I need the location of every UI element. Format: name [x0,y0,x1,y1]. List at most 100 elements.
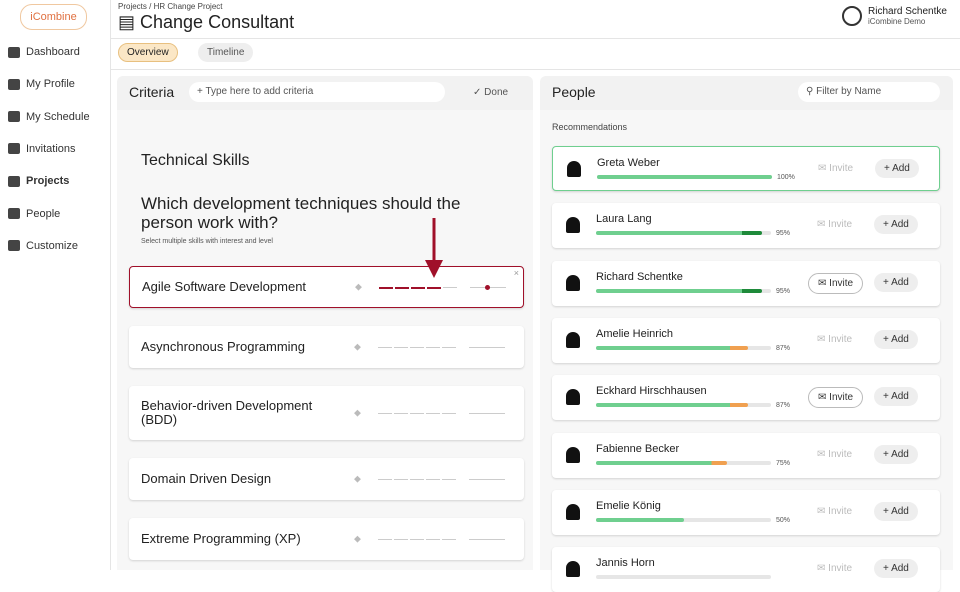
invite-button[interactable]: ✉ Invite [817,219,853,231]
skill-name: Behavior-driven Development (BDD) [141,398,313,427]
person-card[interactable]: Amelie Heinrich 87% ✉ Invite + Add [552,317,940,363]
divider [110,38,960,39]
level-segment[interactable] [411,287,425,289]
level-segment[interactable] [442,479,456,480]
add-button[interactable]: + Add [875,159,919,178]
skill-card[interactable]: Agile Software Development ◆ × [129,266,524,308]
level-segment[interactable] [426,413,440,414]
level-segment[interactable] [443,287,457,288]
match-bar [596,575,771,580]
person-card[interactable]: Emelie König 50% ✉ Invite + Add [552,489,940,535]
invite-button[interactable]: ✉ Invite [817,448,853,460]
filter-input[interactable]: ⚲ Filter by Name [798,82,940,102]
invite-label: Invite [829,277,854,289]
nav-item[interactable]: My Schedule [8,111,90,123]
match-label: 95% [776,287,791,295]
criteria-input[interactable]: + Type here to add criteria [189,82,445,102]
nav-icon [8,208,20,219]
level-segment[interactable] [378,539,392,540]
skill-name: Extreme Programming (XP) [141,531,301,546]
nav-item[interactable]: People [8,208,60,220]
match-bar [597,175,772,179]
invite-button[interactable]: ✉ Invite [808,387,864,409]
tab[interactable]: Timeline [198,43,254,62]
level-segment[interactable] [394,479,408,480]
invite-button[interactable]: ✉ Invite [817,505,853,517]
crumb[interactable]: HR Change Project [153,2,223,11]
skill-card[interactable]: Extreme Programming (XP) ◆ [129,518,524,560]
level-segment[interactable] [378,347,392,348]
level-segment[interactable] [378,413,392,414]
nav-item[interactable]: Projects [8,175,69,187]
level-extra[interactable] [469,479,505,480]
close[interactable]: × [513,268,519,278]
section-title: Technical Skills [141,152,250,169]
level-segment[interactable] [427,287,441,289]
invite-button[interactable]: ✉ Invite [808,272,864,294]
nav-item[interactable]: My Profile [8,78,75,90]
nav-item[interactable]: Dashboard [8,46,80,58]
level-segment[interactable] [442,347,456,348]
logo[interactable]: iCombine [20,4,87,30]
invite-button[interactable]: ✉ Invite [817,333,853,345]
done-label: Done [484,87,509,98]
level-segment[interactable] [410,539,424,540]
user[interactable]: Richard Schentke iCombine Demo [868,7,947,27]
add-button[interactable]: + Add [874,215,918,235]
level-segment[interactable] [426,539,440,540]
skill-card[interactable]: Domain Driven Design ◆ [129,458,524,500]
person-name: Eckhard Hirschhausen [596,385,707,398]
person-card[interactable]: Richard Schentke 95% ✉ Invite + Add [552,260,940,306]
done-button[interactable]: ✓ Done [473,87,509,98]
add-button[interactable]: + Add [874,329,918,349]
criteria-panel: Criteria + Type here to add criteria ✓ D… [117,76,533,570]
person-card[interactable]: Laura Lang 95% ✉ Invite + Add [552,203,940,249]
person-card[interactable]: Greta Weber 100% ✉ Invite + Add [552,146,940,191]
add-button[interactable]: + Add [874,272,918,292]
level-segment[interactable] [378,479,392,480]
level-segment[interactable] [442,539,456,540]
level-segment[interactable] [379,287,393,289]
level-segment[interactable] [395,287,409,289]
level-segment[interactable] [426,479,440,480]
panel-title: People [552,84,596,100]
invite-button[interactable]: ✉ Invite [817,563,853,575]
level-segment[interactable] [410,479,424,480]
level-segment[interactable] [410,413,424,414]
person-card[interactable]: Fabienne Becker 75% ✉ Invite + Add [552,432,940,478]
skill-card[interactable]: Asynchronous Programming ◆ [129,326,524,368]
invite-label: Invite [828,219,853,231]
level-extra[interactable] [469,539,505,540]
person-card[interactable]: Eckhard Hirschhausen 87% ✉ Invite + Add [552,375,940,421]
skill-card[interactable]: Behavior-driven Development (BDD) ◆ [129,386,524,440]
add-button[interactable]: + Add [874,501,918,521]
page-title: ▤ Change Consultant [118,12,295,32]
level-segment[interactable] [442,413,456,414]
add-button[interactable]: + Add [874,444,918,464]
add-label: Add [891,448,909,460]
level-segment[interactable] [394,347,408,348]
invite-label: Invite [828,448,853,460]
nav-label: People [26,207,61,220]
add-label: Add [891,563,909,575]
level-extra[interactable] [469,413,505,414]
level-extra[interactable] [469,347,505,348]
nav-item[interactable]: Invitations [8,143,76,155]
skill-name: Agile Software Development [142,279,307,294]
crumb[interactable]: Projects [118,2,147,11]
add-button[interactable]: + Add [874,559,918,579]
match-label: 95% [776,230,791,238]
avatar[interactable] [842,6,862,26]
panel-title: Criteria [129,84,175,100]
level-segment[interactable] [410,347,424,348]
invite-button[interactable]: ✉ Invite [818,163,854,174]
tab[interactable]: Overview [118,43,178,62]
nav-item[interactable]: Customize [8,240,78,252]
add-label: Add [891,391,909,403]
level-segment[interactable] [394,539,408,540]
match-bar [596,460,771,465]
level-segment[interactable] [426,347,440,348]
add-button[interactable]: + Add [874,387,918,407]
match-label: 87% [776,344,791,352]
level-segment[interactable] [394,413,408,414]
